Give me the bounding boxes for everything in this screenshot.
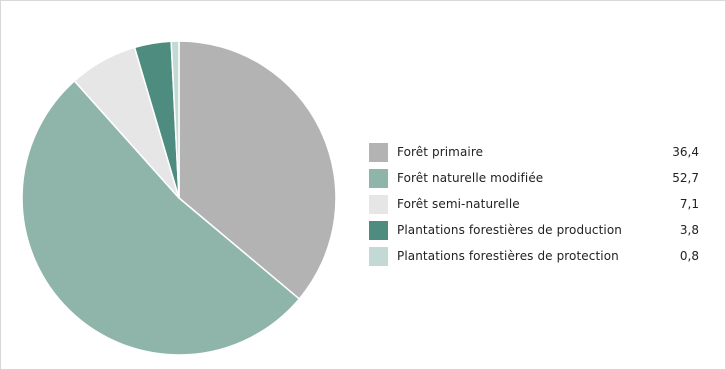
legend-value: 7,1: [679, 197, 699, 211]
legend-swatch: [369, 247, 388, 266]
pie-slice-4: [170, 40, 180, 199]
pie-slices: [21, 40, 337, 356]
legend-swatch: [369, 143, 388, 162]
legend-label: Forêt primaire: [397, 145, 484, 159]
legend-value: 52,7: [672, 171, 699, 185]
legend-label: Plantations forestières de protection: [397, 249, 619, 263]
legend-swatch: [369, 169, 388, 188]
legend-item-plantations-production: Plantations forestières de production 3,…: [369, 218, 699, 244]
legend-item-foret-naturelle-modifiee: Forêt naturelle modifiée 52,7: [369, 166, 699, 192]
legend-item-foret-primaire: Forêt primaire 36,4: [369, 140, 699, 166]
legend-swatch: [369, 221, 388, 240]
legend-item-plantations-protection: Plantations forestières de protection 0,…: [369, 244, 699, 270]
legend-value: 0,8: [679, 249, 699, 263]
legend-label: Plantations forestières de production: [397, 223, 623, 237]
legend-item-foret-semi-naturelle: Forêt semi-naturelle 7,1: [369, 192, 699, 218]
pie-slice-1: [21, 79, 301, 356]
legend-value: 36,4: [672, 145, 699, 159]
legend-swatch: [369, 195, 388, 214]
legend-label: Forêt semi-naturelle: [397, 197, 520, 211]
legend: Forêt primaire 36,4 Forêt naturelle modi…: [369, 140, 699, 270]
legend-label: Forêt naturelle modifiée: [397, 171, 544, 185]
pie-slice-0: [178, 40, 337, 300]
legend-value: 3,8: [679, 223, 699, 237]
